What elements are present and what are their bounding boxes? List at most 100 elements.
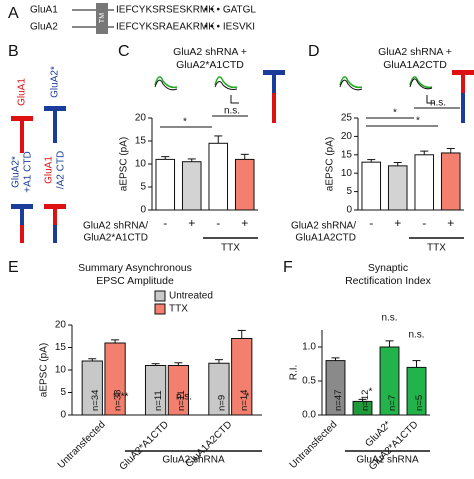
significance: * xyxy=(245,392,249,403)
y-axis-label: R.I. xyxy=(289,365,300,381)
y-tick-label: 5 xyxy=(346,186,352,197)
n-label: n=9 xyxy=(216,395,227,411)
protein-name: GluA1 xyxy=(30,5,58,16)
bar xyxy=(440,152,461,211)
panel-letter: B xyxy=(8,43,19,60)
bar xyxy=(155,158,176,211)
n-label: n=5 xyxy=(414,395,425,411)
construct-label: GluA1 xyxy=(17,78,28,106)
panel-letter: E xyxy=(8,259,19,276)
y-axis-label: aEPSC (pA) xyxy=(39,343,50,397)
chart-title: EPSC Amplitude xyxy=(96,275,174,287)
sequence: IEFCYKSRAEAKRMK xyxy=(116,22,215,33)
x-tick-label: + xyxy=(394,216,401,230)
bar xyxy=(387,165,408,211)
row-label: GluA2*A1CTD xyxy=(84,233,148,244)
legend-swatch xyxy=(154,290,166,302)
n-label: n=47 xyxy=(333,390,344,411)
chart-title: GluA2*A1CTD xyxy=(176,59,244,71)
y-tick-label: 0 xyxy=(60,410,66,421)
y-tick-label: 20 xyxy=(55,320,67,331)
n-label: n=7 xyxy=(387,395,398,411)
y-tick-label: 10 xyxy=(55,365,67,376)
bar xyxy=(414,154,435,211)
y-tick-label: 20 xyxy=(135,113,147,124)
n-label: n=11 xyxy=(176,390,187,411)
y-axis-label: aEPSC (pA) xyxy=(325,137,336,191)
x-tick-label: - xyxy=(163,216,167,230)
construct-label: +A1 CTD xyxy=(23,151,34,192)
n-label: n=38 xyxy=(113,390,124,411)
bracket-label: TTX xyxy=(221,243,240,254)
panel-letter: F xyxy=(283,259,293,276)
construct-label: /A2 CTD xyxy=(56,151,67,189)
y-tick-label: 20 xyxy=(341,131,353,142)
y-tick-label: 15 xyxy=(341,149,353,160)
tm-label: TM xyxy=(99,13,106,23)
n-label: n=34 xyxy=(90,390,101,411)
n-label: n=11 xyxy=(153,390,164,411)
y-tick-label: 5 xyxy=(60,387,66,398)
panel-letter: D xyxy=(308,43,320,60)
chart-title: Summary Asynchronous xyxy=(78,262,192,274)
chart-title: GluA2 shRNA + xyxy=(378,46,452,58)
n-label: n=12 xyxy=(360,390,371,411)
y-tick-label: 15 xyxy=(135,136,147,147)
significance: * xyxy=(393,108,397,119)
y-tick-label: 5 xyxy=(140,182,146,193)
significance: * xyxy=(369,387,373,398)
x-tick-label: - xyxy=(422,216,426,230)
y-tick-label: 25 xyxy=(341,113,353,124)
x-tick-label: - xyxy=(216,216,220,230)
group-label: GluA2 shRNA xyxy=(162,455,225,466)
row-label: GluA2 shRNA/ xyxy=(83,221,148,232)
bar xyxy=(361,161,382,211)
chart-title: Rectification Index xyxy=(345,275,432,287)
legend-swatch xyxy=(154,303,166,315)
y-tick-label: 0 xyxy=(346,205,352,216)
sequence-tail: • • • IESVKI xyxy=(204,22,255,33)
x-tick-label: Untransfected xyxy=(56,419,108,471)
sequence-tail: • • • GATGL xyxy=(204,5,256,16)
construct-label: GluA2* xyxy=(11,156,22,188)
significance: n.s. xyxy=(408,330,424,341)
chart-title: Synaptic xyxy=(368,262,408,274)
tm-box xyxy=(96,3,108,34)
chart-title: GluA1A2CTD xyxy=(383,59,447,71)
y-tick-label: 10 xyxy=(135,159,147,170)
x-tick-label: Untransfected xyxy=(288,419,340,471)
y-axis-label: aEPSC (pA) xyxy=(119,137,130,191)
significance: n.s. xyxy=(381,313,397,324)
bar xyxy=(181,161,202,211)
panel-letter: A xyxy=(8,5,19,22)
receptor-icons xyxy=(11,70,474,243)
y-tick-label: 0.5 xyxy=(302,376,316,387)
construct-label: GluA1 xyxy=(44,156,55,184)
x-tick-label: + xyxy=(241,216,248,230)
group-label: GluA2 shRNA xyxy=(356,455,419,466)
significance: n.s. xyxy=(430,98,446,109)
y-tick-label: 10 xyxy=(341,168,353,179)
bar xyxy=(208,142,229,211)
significance: n.s. xyxy=(176,392,192,403)
significance: n.s. xyxy=(224,106,240,117)
n-label: n=14 xyxy=(239,390,250,411)
x-tick-label: + xyxy=(447,216,454,230)
panel-letter: C xyxy=(118,43,130,60)
sequence: IEFCYKSRSESKRMK xyxy=(116,5,215,16)
row-label: GluA1A2CTD xyxy=(295,233,356,244)
legend-label: Untreated xyxy=(169,291,213,302)
x-tick-label: - xyxy=(369,216,373,230)
protein-name: GluA2 xyxy=(30,22,58,33)
significance: * xyxy=(183,117,187,128)
y-tick-label: 0 xyxy=(140,205,146,216)
y-tick-label: 1.0 xyxy=(302,342,316,353)
significance: * xyxy=(416,116,420,127)
bracket-label: TTX xyxy=(427,243,446,254)
chart-title: GluA2 shRNA + xyxy=(173,46,247,58)
y-tick-label: 15 xyxy=(55,342,67,353)
row-label: GluA2 shRNA/ xyxy=(291,221,356,232)
bar xyxy=(234,158,255,211)
x-tick-label: + xyxy=(188,216,195,230)
